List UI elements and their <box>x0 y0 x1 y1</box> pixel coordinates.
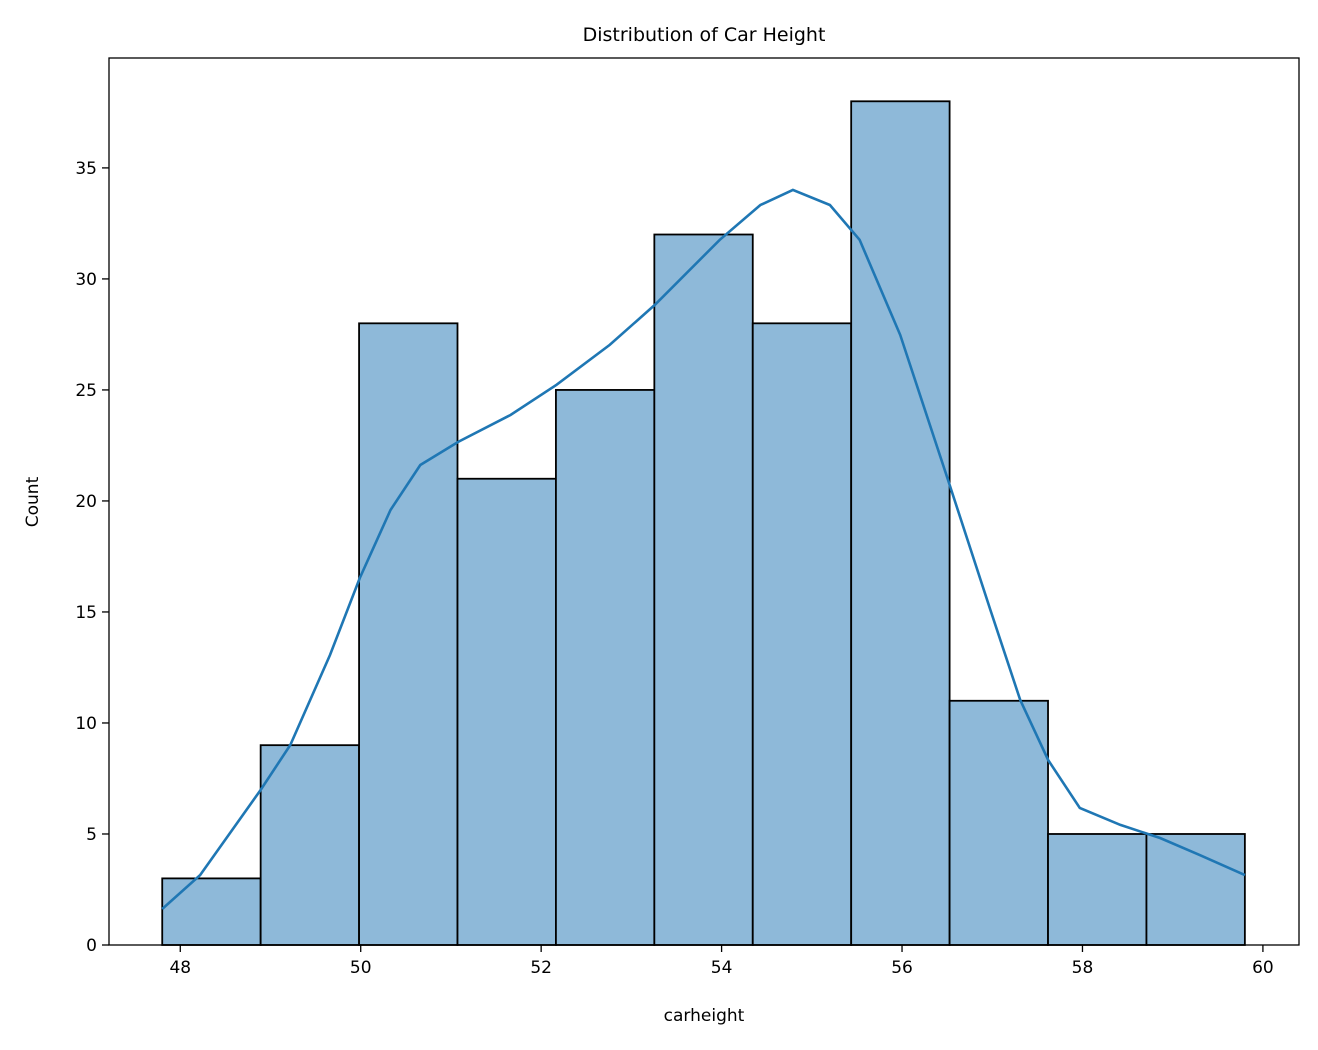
kde-line <box>161 188 1246 910</box>
histogram-bar <box>850 100 951 946</box>
y-tick-label: 15 <box>75 603 97 623</box>
y-tick-label: 10 <box>75 714 97 734</box>
histogram-bar <box>653 233 754 946</box>
x-tick-label: 48 <box>169 958 191 978</box>
x-tick-label: 50 <box>350 958 372 978</box>
y-tick-label: 35 <box>75 159 97 179</box>
y-tick-label: 25 <box>75 381 97 401</box>
histogram-bar <box>751 322 853 946</box>
histogram-bar <box>456 477 557 946</box>
y-axis-label: Count <box>23 476 43 527</box>
x-tick-label: 56 <box>891 958 913 978</box>
y-tick-label: 0 <box>86 936 97 956</box>
x-axis-label: carheight <box>664 1006 745 1026</box>
histogram-bar <box>1047 833 1148 946</box>
x-tick-label: 52 <box>530 958 552 978</box>
y-tick-label: 30 <box>75 270 97 290</box>
histogram-bar <box>259 744 360 946</box>
histogram-bar <box>555 389 656 946</box>
histogram-bar <box>161 877 262 946</box>
histogram-bar <box>1145 833 1246 946</box>
y-tick-label: 5 <box>86 825 97 845</box>
x-tick-label: 58 <box>1072 958 1094 978</box>
y-tick-label: 20 <box>75 492 97 512</box>
x-tick-label: 54 <box>711 958 733 978</box>
x-tick-label: 60 <box>1252 958 1274 978</box>
chart-title: Distribution of Car Height <box>583 24 826 46</box>
histogram-bar <box>948 699 1049 946</box>
histogram-bar <box>358 322 459 946</box>
